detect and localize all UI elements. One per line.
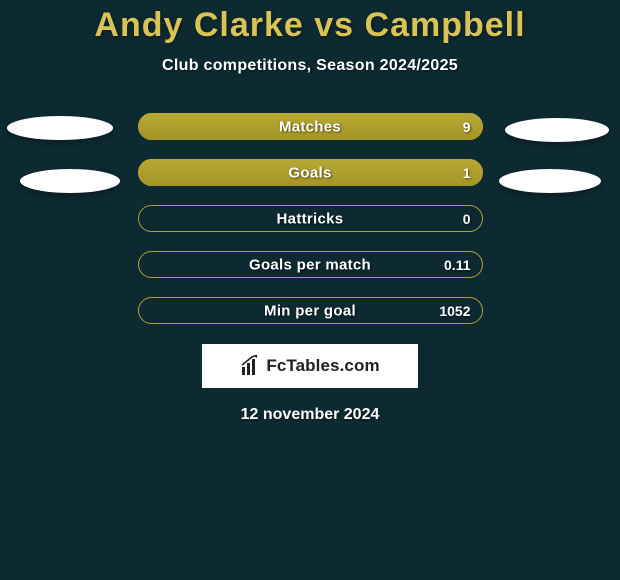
bar-chart-icon [240, 355, 262, 377]
stat-value: 0 [463, 211, 471, 227]
stat-label: Matches [279, 118, 341, 135]
player-left-face-placeholder-1 [7, 116, 113, 140]
date-text: 12 november 2024 [0, 406, 620, 424]
stat-label: Goals per match [249, 256, 371, 273]
stat-row-matches: Matches 9 [138, 113, 483, 140]
stat-bars: Matches 9 Goals 1 Hattricks 0 Goals per … [138, 113, 483, 324]
stat-row-goals: Goals 1 [138, 159, 483, 186]
player-right-face-placeholder-2 [499, 169, 601, 193]
stats-panel: Matches 9 Goals 1 Hattricks 0 Goals per … [0, 113, 620, 424]
logo-box: FcTables.com [202, 344, 418, 388]
player-right-face-placeholder-1 [505, 118, 609, 142]
stat-row-goals-per-match: Goals per match 0.11 [138, 251, 483, 278]
page-subtitle: Club competitions, Season 2024/2025 [0, 57, 620, 75]
stat-value: 1 [463, 165, 471, 181]
stat-row-min-per-goal: Min per goal 1052 [138, 297, 483, 324]
stat-row-hattricks: Hattricks 0 [138, 205, 483, 232]
player-left-face-placeholder-2 [20, 169, 120, 193]
stat-value: 1052 [439, 303, 470, 319]
logo-text: FcTables.com [266, 356, 379, 376]
stat-value: 9 [463, 119, 471, 135]
stat-label: Goals [288, 164, 331, 181]
stat-value: 0.11 [444, 257, 470, 273]
stat-label: Hattricks [277, 210, 344, 227]
page-title: Andy Clarke vs Campbell [0, 0, 620, 45]
stat-label: Min per goal [264, 302, 356, 319]
